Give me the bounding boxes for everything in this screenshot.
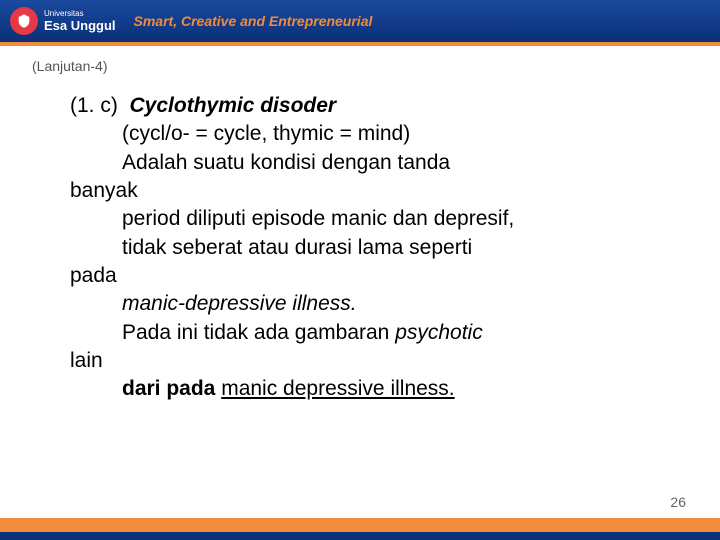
tagline: Smart, Creative and Entrepreneurial (134, 13, 373, 29)
line-3: Adalah suatu kondisi dengan tanda (70, 149, 680, 177)
line-3b: banyak (70, 177, 680, 205)
header-bar: Universitas Esa Unggul Smart, Creative a… (0, 0, 720, 42)
line-1: (1. c) Cyclothymic disoder (70, 92, 680, 120)
university-main: Esa Unggul (44, 18, 116, 33)
item-label: (1. c) (70, 94, 118, 117)
line-7c: lain (70, 347, 680, 375)
line-7: Pada ini tidak ada gambaran psychotic (70, 319, 680, 347)
continuation-label: (Lanjutan-4) (32, 58, 720, 74)
line-5: tidak seberat atau durasi lama seperti (70, 234, 680, 262)
line-6: manic-depressive illness. (70, 290, 680, 318)
university-small: Universitas (44, 10, 116, 18)
line-2: (cycl/o- = cycle, thymic = mind) (70, 120, 680, 148)
page-number: 26 (670, 494, 686, 510)
line-8: dari pada manic depressive illness. (70, 375, 680, 403)
footer-accent (0, 532, 720, 540)
university-name: Universitas Esa Unggul (44, 10, 116, 33)
header-accent-bar (0, 42, 720, 46)
line-4: period diliputi episode manic dan depres… (70, 205, 680, 233)
term-title: Cyclothymic disoder (130, 94, 337, 117)
slide-content: (1. c) Cyclothymic disoder (cycl/o- = cy… (70, 92, 680, 404)
logo-icon (10, 7, 38, 35)
line-5b: pada (70, 262, 680, 290)
